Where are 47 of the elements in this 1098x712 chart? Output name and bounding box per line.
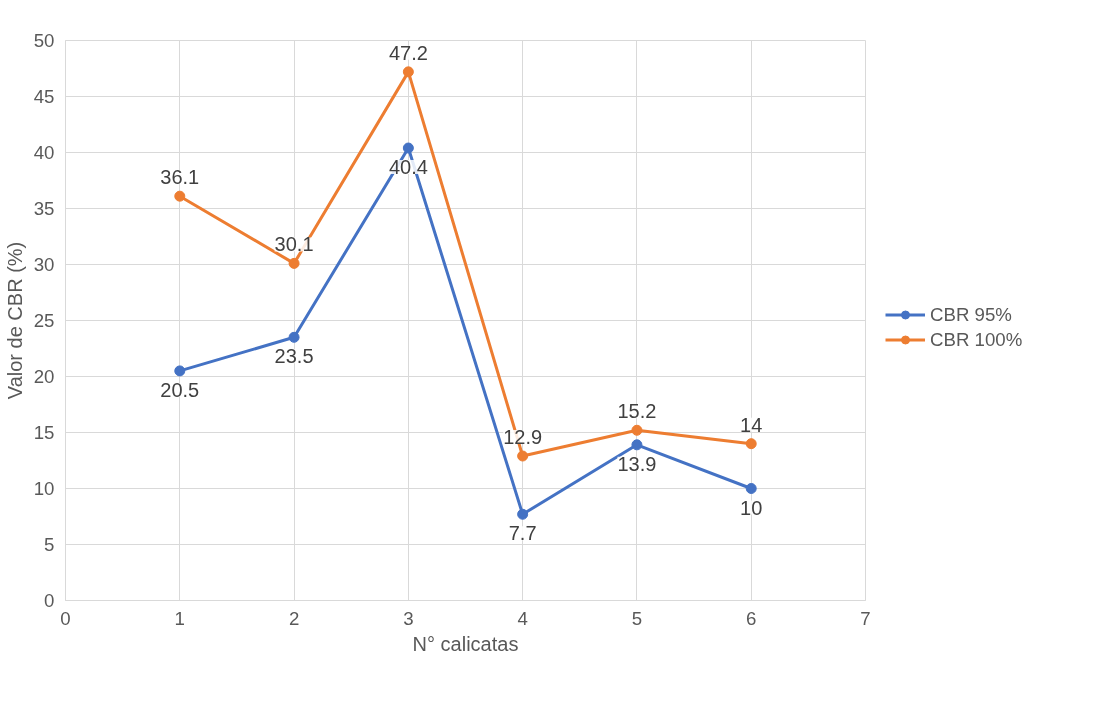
- point: [745, 483, 757, 494]
- data-label: 10: [740, 496, 763, 519]
- y-tick-label: 15: [33, 422, 55, 443]
- data-label: 20.5: [160, 378, 200, 401]
- x-tick-label: 7: [860, 607, 871, 629]
- point: [288, 257, 300, 269]
- legend-label: CBR 95%: [930, 303, 1012, 325]
- data-label: 47.2: [388, 41, 428, 64]
- data-label: 12.9: [503, 426, 543, 449]
- data-label: 23.5: [274, 345, 314, 368]
- x-tick-label: 2: [288, 607, 300, 629]
- x-tick-label: 1: [174, 607, 185, 629]
- y-tick-label: 0: [44, 590, 55, 611]
- y-tick-label: 25: [33, 310, 55, 331]
- x-tick-label: 4: [517, 607, 528, 629]
- data-label: 13.9: [617, 452, 657, 475]
- y-tick-label: 5: [44, 534, 55, 555]
- data-label: 40.4: [388, 156, 428, 179]
- y-tick-label: 35: [33, 198, 55, 219]
- x-tick-label: 0: [60, 607, 71, 629]
- point: [631, 439, 643, 451]
- point: [745, 438, 757, 450]
- point: [288, 331, 300, 343]
- point: [174, 365, 186, 377]
- data-label: 7.7: [508, 522, 537, 545]
- x-tick-label: 5: [631, 607, 643, 629]
- y-axis-title: Valor de CBR (%): [3, 241, 26, 400]
- x-tick-label: 6: [746, 607, 757, 629]
- data-label: 30.1: [274, 233, 314, 256]
- point: [517, 508, 529, 520]
- point: [402, 142, 414, 154]
- y-tick-label: 40: [33, 142, 55, 163]
- x-axis-title: N° calicatas: [412, 632, 519, 655]
- point: [402, 66, 414, 78]
- point: [517, 450, 529, 462]
- y-tick-label: 20: [33, 366, 55, 387]
- data-label: 15.2: [617, 400, 657, 423]
- y-tick-label: 45: [33, 86, 55, 107]
- y-tick-label: 30: [33, 254, 55, 275]
- data-label: 36.1: [160, 166, 200, 189]
- y-tick-label: 50: [33, 30, 55, 51]
- point: [631, 424, 643, 436]
- data-label: 14: [740, 413, 763, 436]
- y-tick-label: 10: [33, 478, 55, 499]
- point: [174, 190, 186, 202]
- x-tick-label: 3: [403, 607, 414, 629]
- legend-label: CBR 100%: [930, 328, 1023, 350]
